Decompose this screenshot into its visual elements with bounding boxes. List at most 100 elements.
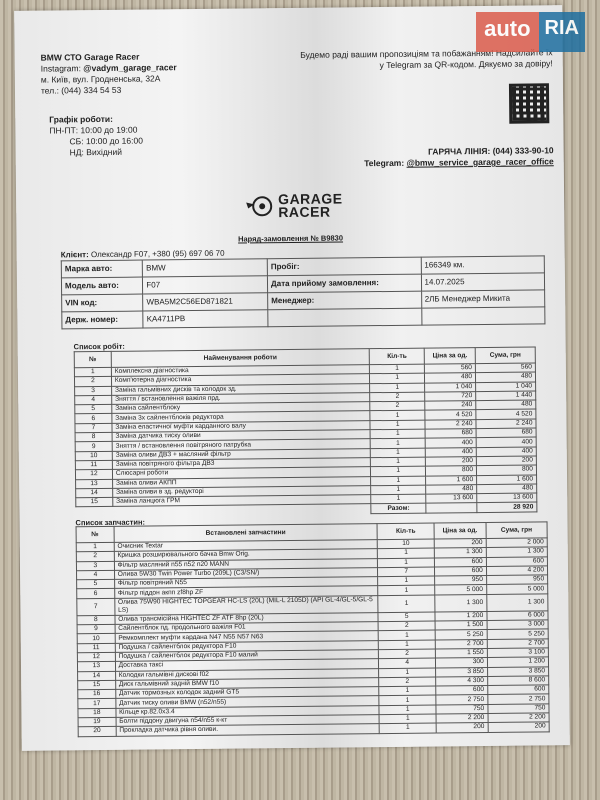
row-sum: 200 — [487, 722, 550, 733]
row-number: 10 — [77, 633, 115, 644]
order-title: Наряд-замовлення № B9830 — [238, 233, 344, 244]
row-sum: 1 040 — [475, 381, 536, 392]
unit-price: 4 300 — [435, 676, 488, 687]
unit-price: 3 850 — [435, 667, 488, 677]
company-address: м. Київ, вул. Гродненська, 32А — [40, 73, 161, 85]
column-header: Ціна за од. — [424, 347, 476, 365]
row-number: 7 — [76, 598, 115, 616]
unit-price: 200 — [425, 456, 477, 467]
field-label: Пробіг: — [267, 257, 421, 276]
column-header: № — [74, 351, 112, 368]
field-value: 166349 км. — [420, 255, 545, 275]
work-order-document: BMW СТО Garage Racer Instagram: @vadym_g… — [14, 5, 570, 751]
telegram-link[interactable]: @bmw_service_garage_racer_office — [406, 156, 554, 168]
client-label: Клієнт: — [60, 250, 89, 260]
row-number: 16 — [77, 689, 116, 700]
row-number: 19 — [78, 717, 116, 728]
unit-price: 480 — [425, 484, 477, 495]
row-sum: 680 — [476, 428, 537, 438]
row-number: 12 — [77, 652, 116, 663]
row-sum: 400 — [476, 437, 537, 448]
unit-price: 560 — [424, 363, 476, 374]
instagram-handle: @vadym_garage_racer — [83, 62, 177, 74]
schedule: Графік роботи: ПН-ПТ: 10:00 до 19:00 СБ:… — [49, 114, 143, 159]
unit-price: 2 240 — [425, 419, 477, 430]
watermark-ria: RIA — [538, 12, 585, 52]
row-number: 3 — [76, 560, 115, 571]
row-sum: 1 440 — [475, 390, 536, 401]
row-number: 12 — [75, 469, 113, 480]
unit-price: 5 000 — [434, 584, 487, 595]
row-number: 9 — [75, 441, 113, 452]
row-sum: 1 300 — [486, 593, 548, 612]
row-number: 4 — [76, 570, 115, 580]
unit-price: 750 — [435, 704, 488, 715]
field-label: Дата прийому замовлення: — [267, 274, 422, 293]
vehicle-info-row: Держ. номер: KA4711PB — [61, 306, 545, 329]
total-label: Разом: — [370, 503, 427, 514]
row-sum: 750 — [487, 703, 550, 714]
row-number: 5 — [76, 579, 115, 590]
row-number: 13 — [75, 478, 113, 489]
vehicle-info-table: Марка авто: BMW Пробіг: 166349 км. Модель ав… — [61, 255, 546, 329]
quantity: 1 — [379, 723, 437, 734]
logo-line2: RACER — [278, 203, 331, 221]
client-line: Клієнт: Олександр F07, +380 (95) 697 06 … — [61, 249, 225, 260]
row-sum: 6 000 — [486, 610, 549, 621]
total-value: 28 920 — [476, 502, 537, 513]
field-value — [421, 306, 545, 326]
row-sum: 400 — [476, 446, 537, 457]
column-header: Кіл-ть — [377, 523, 435, 540]
column-header: Сума, грн — [485, 521, 548, 539]
unit-price: 4 520 — [425, 410, 477, 420]
row-number: 15 — [77, 680, 116, 690]
field-value: BMW — [142, 258, 268, 278]
works-table: № Найменування роботи Кіл-ть Ціна за од. Сум… — [74, 346, 538, 517]
row-sum: 4 520 — [475, 409, 536, 420]
unit-price: 1 200 — [434, 611, 487, 622]
field-value: F07 — [142, 275, 268, 295]
telegram-label: Telegram: — [364, 157, 405, 169]
row-sum: 600 — [486, 556, 548, 567]
unit-price: 600 — [434, 566, 487, 577]
unit-price: 400 — [425, 437, 477, 448]
unit-price: 1 550 — [435, 648, 488, 659]
unit-price: 1 040 — [424, 382, 476, 392]
qr-code[interactable] — [508, 83, 550, 124]
unit-price: 600 — [435, 685, 488, 696]
watermark-auto: auto — [476, 12, 539, 52]
row-number: 8 — [75, 432, 113, 443]
garage-racer-logo: GARAGE RACER — [244, 190, 343, 221]
field-label: Модель авто: — [61, 277, 143, 295]
column-header: № — [76, 526, 114, 543]
row-sum: 3 000 — [486, 619, 549, 630]
item-name: Прокладка датчика рівня оливи. — [115, 723, 380, 737]
schedule-sunday: НД: Вихідний — [69, 146, 123, 158]
row-number: 2 — [74, 376, 112, 387]
row-number: 1 — [76, 542, 114, 553]
row-sum: 13 600 — [476, 493, 537, 504]
row-number: 4 — [74, 395, 112, 405]
parts-table: № Встановлені запчастини Кіл-ть Ціна за од.… — [76, 521, 550, 737]
row-sum: 200 — [476, 455, 537, 466]
row-number: 15 — [75, 497, 113, 508]
unit-price: 200 — [436, 722, 488, 733]
company-phone: тел.: (044) 334 54 53 — [40, 84, 122, 96]
schedule-title: Графік роботи: — [49, 113, 114, 125]
wheel-logo-icon — [246, 196, 273, 217]
unit-price: 1 600 — [425, 475, 477, 485]
field-label: VIN код: — [61, 294, 144, 312]
row-number: 11 — [77, 643, 116, 653]
field-label: Менеджер: — [267, 291, 422, 310]
row-number: 3 — [74, 385, 112, 396]
unit-price: 2 750 — [435, 694, 488, 705]
row-number: 6 — [76, 588, 115, 599]
field-value: KA4711PB — [143, 309, 268, 329]
field-label: Марка авто: — [61, 260, 143, 278]
row-sum: 480 — [475, 372, 536, 383]
unit-price: 1 300 — [434, 547, 487, 558]
field-value: 2ЛБ Менеджер Микита — [421, 289, 545, 309]
field-label: Держ. номер: — [61, 311, 144, 329]
row-number: 18 — [77, 708, 116, 718]
row-number: 20 — [78, 726, 116, 737]
